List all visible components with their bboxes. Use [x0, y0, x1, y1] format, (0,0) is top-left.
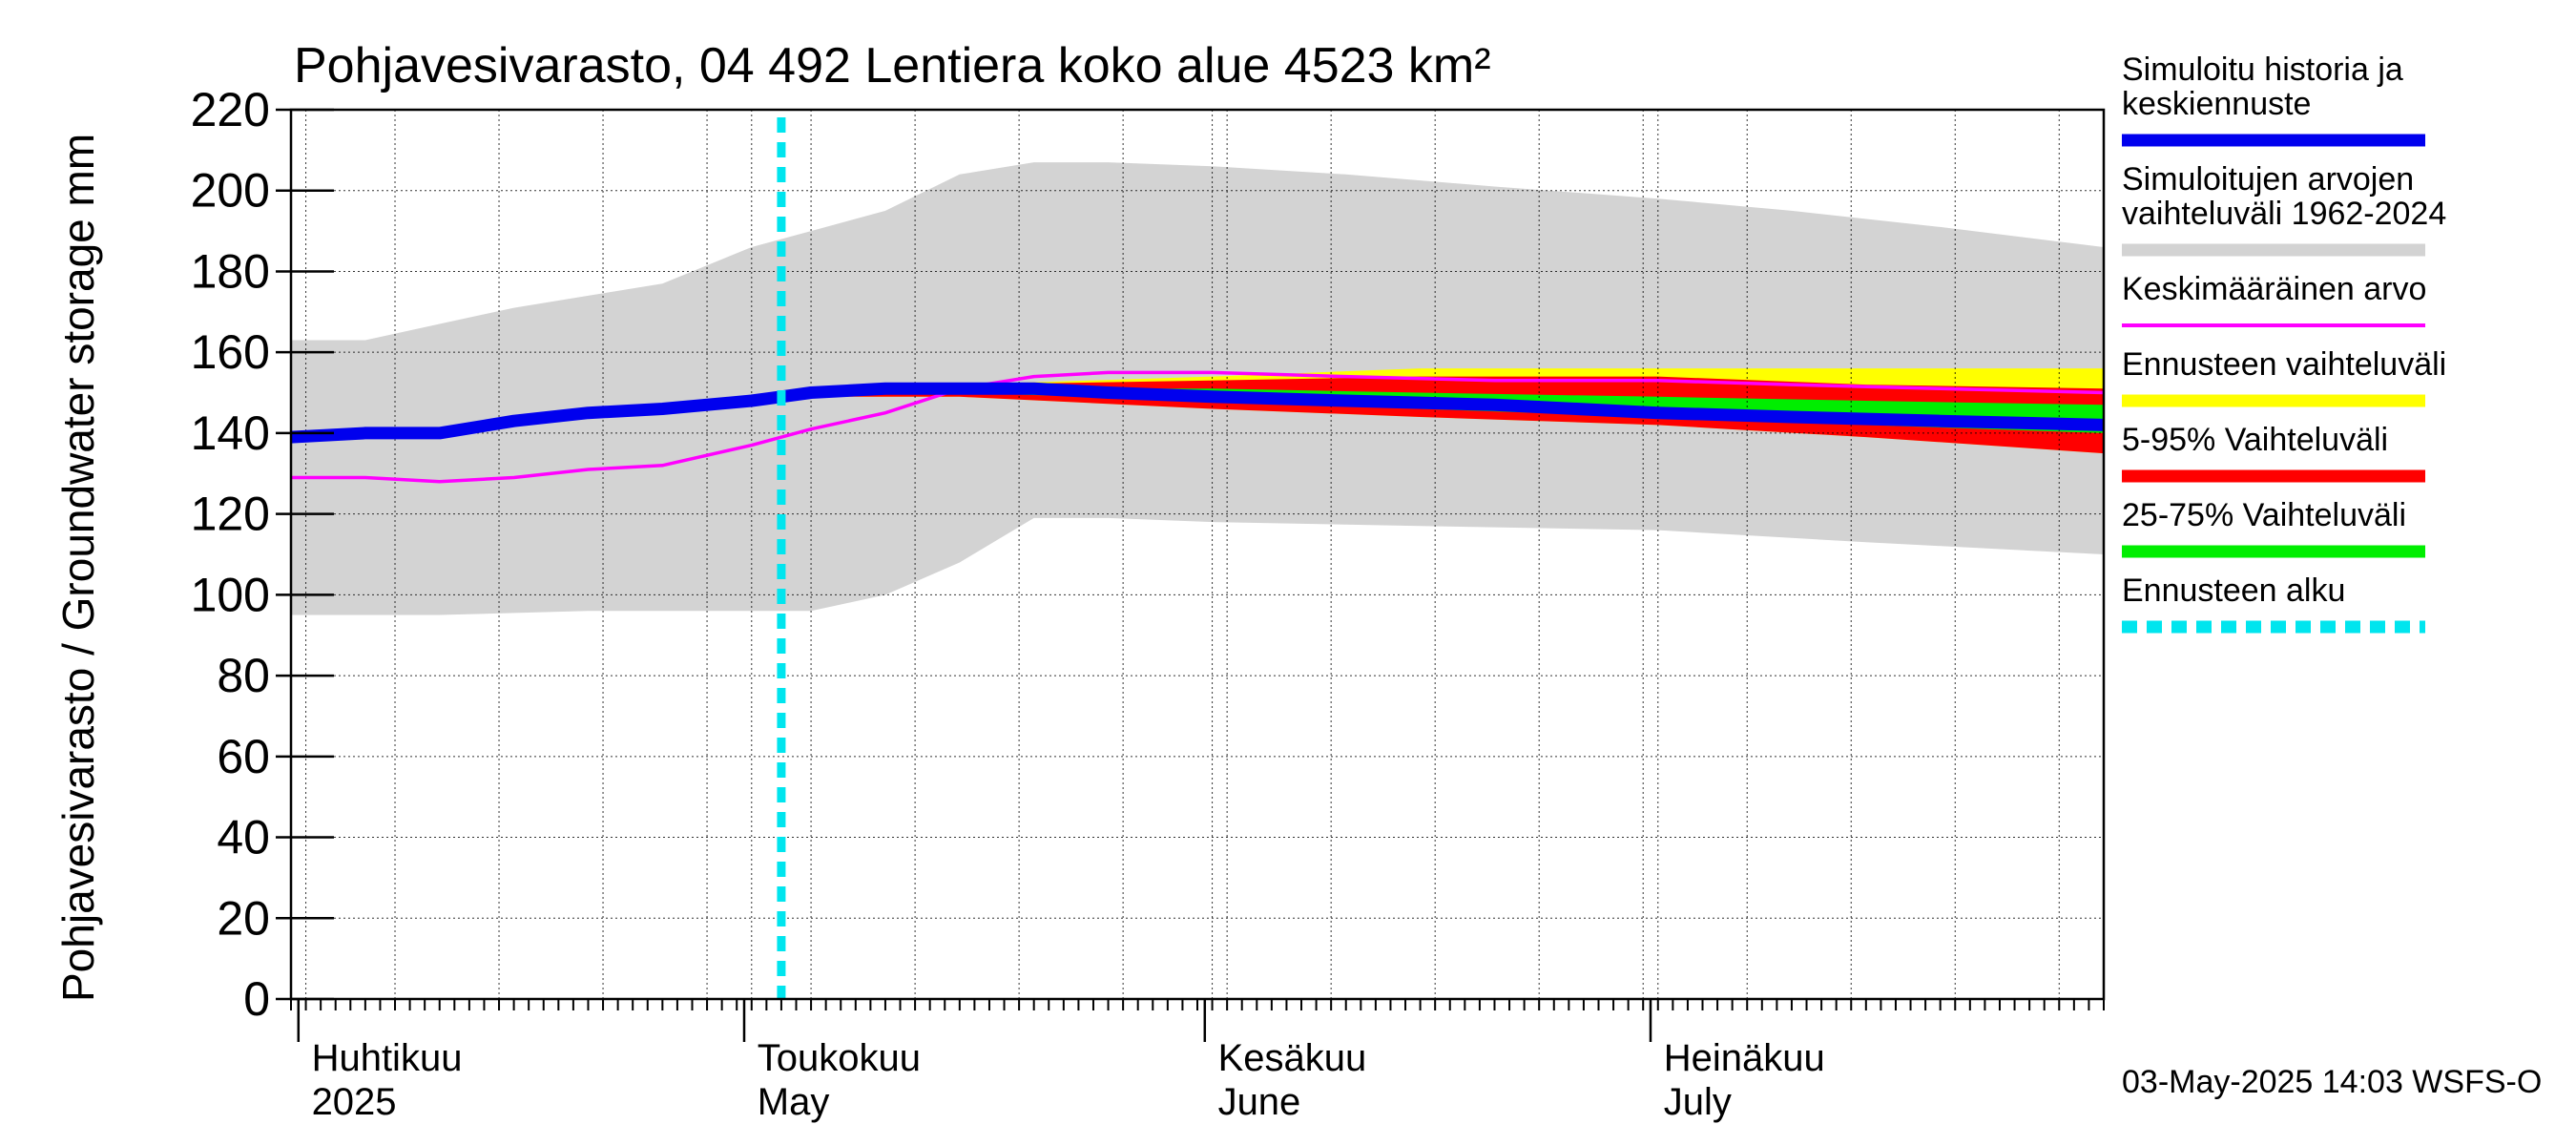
legend-label-p5_95: 5-95% Vaihteluväli [2122, 422, 2388, 458]
y-tick-label: 180 [191, 244, 270, 298]
timestamp: 03-May-2025 14:03 WSFS-O [2122, 1064, 2542, 1100]
y-tick-label: 220 [191, 83, 270, 136]
legend-label-history: keskiennuste [2122, 86, 2311, 122]
percentile-25-75-band [780, 388, 2104, 433]
y-tick-label: 200 [191, 164, 270, 218]
legend-label-history: Simuloitu historia ja [2122, 52, 2403, 88]
x-month-label: Kesäkuu [1218, 1037, 1367, 1079]
y-tick-label: 40 [217, 811, 270, 864]
y-tick-label: 100 [191, 568, 270, 621]
axes-layer: 0 20 40 60 80 100 120 140 160 180 200 220 Huhtikuu20… [191, 83, 2105, 1123]
legend-label-range: Simuloitujen arvojen [2122, 161, 2414, 198]
y-tick-label: 0 [243, 972, 270, 1026]
grid-layer [291, 110, 2104, 999]
y-tick-label: 140 [191, 406, 270, 460]
legend-label-range: vaihteluväli 1962-2024 [2122, 196, 2446, 232]
x-month-label: Heinäkuu [1664, 1037, 1825, 1079]
chart-title: Pohjavesivarasto, 04 492 Lentiera koko a… [294, 38, 1491, 94]
y-axis-label: Pohjavesivarasto / Groundwater storage m… [53, 134, 103, 1002]
legend-label-mean: Keskimääräinen arvo [2122, 271, 2426, 307]
y-tick-label: 120 [191, 488, 270, 541]
x-month-sublabel: May [758, 1081, 830, 1123]
x-month-label: Huhtikuu [312, 1037, 463, 1079]
legend-label-fc_start: Ennusteen alku [2122, 572, 2345, 609]
plot-area [289, 108, 2106, 1001]
legend-label-p25_75: 25-75% Vaihteluväli [2122, 497, 2406, 533]
y-tick-label: 60 [217, 730, 270, 783]
y-tick-label: 160 [191, 325, 270, 379]
y-tick-label: 80 [217, 649, 270, 702]
x-month-label: Toukokuu [758, 1037, 921, 1079]
y-tick-label: 20 [217, 891, 270, 945]
x-month-sublabel: July [1664, 1081, 1732, 1123]
legend-label-fc_range: Ennusteen vaihteluväli [2122, 346, 2446, 383]
line-layer [290, 117, 2105, 999]
x-month-sublabel: June [1218, 1081, 1301, 1123]
history-forecast-line [290, 382, 2105, 444]
x-month-sublabel: 2025 [312, 1081, 397, 1123]
